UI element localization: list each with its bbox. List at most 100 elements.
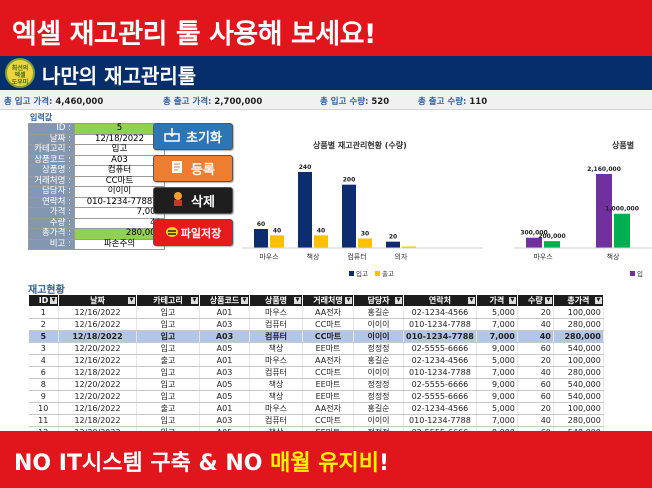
table-cell: A05 [199, 378, 250, 391]
column-header[interactable]: 카테고리 ▼ [136, 294, 200, 307]
table-cell: 540,000 [553, 342, 604, 355]
bar-data-label: 40 [317, 227, 325, 234]
form-field-input[interactable]: 280,000 [74, 228, 165, 240]
table-row[interactable]: 5 12/18/2022 입고 A03 컴퓨터 CC마트 이이이 010-1234-7788 7… [28, 330, 604, 343]
column-header[interactable]: 연락처 ▼ [403, 294, 477, 307]
form-label: ID : [28, 123, 75, 135]
table-row[interactable]: 1 12/16/2022 입고 A01 마우스 AA전자 홍길순 02-1234-4566 5,… [28, 306, 604, 319]
filter-dropdown-icon[interactable]: ▼ [544, 297, 552, 304]
bar-data-label: 300,000 [520, 230, 547, 237]
form-field-input[interactable]: 40 [74, 217, 165, 229]
filter-dropdown-icon[interactable]: ▼ [191, 297, 198, 304]
save-file-button[interactable]: 파일저장 [153, 219, 233, 246]
table-cell: A05 [199, 342, 250, 355]
form-label: 날짜 : [28, 133, 75, 145]
form-label: 비고 : [28, 238, 75, 250]
form-row: 상품명 : 컴퓨터 [28, 165, 165, 177]
inventory-table: ID ▼ 날짜 ▼ 카테고리 ▼ 상품코드 ▼ 상품명 ▼ 거래처명 ▼ 담당자 ▼ 연락처 ▼ 가격 ▼ 수량 ▼ 총… [28, 294, 604, 451]
table-row[interactable]: 9 12/20/2022 입고 A05 책상 EE마트 정정정 02-5555-6666 9,0… [28, 390, 604, 403]
column-header[interactable]: 상품코드 ▼ [199, 294, 250, 307]
table-cell: 12/16/2022 [58, 402, 137, 415]
bar-in [254, 229, 268, 248]
table-cell: 5,000 [476, 402, 518, 415]
filter-dropdown-icon[interactable]: ▼ [594, 297, 602, 304]
table-row[interactable]: 10 12/16/2022 출고 A01 마우스 AA전자 홍길순 02-1234-4566 5… [28, 402, 604, 415]
x-tick-label: 마우스 [533, 252, 553, 261]
form-field-input[interactable]: 12/18/2022 [74, 133, 165, 145]
table-row[interactable]: 6 12/18/2022 입고 A03 컴퓨터 CC마트 이이이 010-1234-7788 7… [28, 366, 604, 379]
column-header[interactable]: 수량 ▼ [516, 294, 554, 307]
form-field-input[interactable]: 파손주의 [74, 238, 165, 250]
table-cell: 02-5555-6666 [403, 390, 477, 403]
table-cell: 컴퓨터 [249, 414, 303, 427]
x-tick-label: 컴퓨터 [347, 252, 366, 261]
table-cell: 책상 [249, 390, 303, 403]
x-tick-label: 의자 [395, 252, 408, 261]
inventory-section-title: 재고현황 [28, 285, 65, 296]
column-header[interactable]: ID ▼ [28, 294, 59, 307]
table-cell: 마우스 [249, 402, 303, 415]
filter-dropdown-icon[interactable]: ▼ [395, 297, 402, 304]
table-cell: 02-1234-4566 [403, 354, 477, 367]
table-cell: 4 [28, 354, 59, 367]
table-cell: 40 [517, 318, 554, 331]
table-cell: 540,000 [553, 390, 604, 403]
table-cell: CC마트 [302, 318, 354, 331]
column-header[interactable]: 상품명 ▼ [249, 294, 303, 307]
trash-icon [171, 191, 185, 211]
table-cell: A03 [199, 318, 250, 331]
table-row[interactable]: 8 12/20/2022 입고 A05 책상 EE마트 정정정 02-5555-6666 9,0… [28, 378, 604, 391]
reset-button[interactable]: 초기화 [153, 123, 233, 150]
table-cell: 9,000 [476, 378, 518, 391]
form-field-input[interactable]: 컴퓨터 [74, 165, 165, 177]
filter-dropdown-icon[interactable]: ▼ [50, 297, 57, 304]
filter-dropdown-icon[interactable]: ▼ [241, 297, 248, 304]
price-chart-title: 상품별 [612, 141, 635, 150]
filter-dropdown-icon[interactable]: ▼ [128, 297, 135, 304]
table-cell: 홍길순 [353, 402, 404, 415]
table-cell: 책상 [249, 378, 303, 391]
table-cell: 9 [28, 390, 59, 403]
table-cell: 5,000 [476, 306, 518, 319]
table-cell: CC마트 [302, 366, 354, 379]
column-header[interactable]: 가격 ▼ [475, 294, 518, 307]
table-cell: EE마트 [302, 342, 354, 355]
register-button[interactable]: 등록 [153, 155, 233, 182]
table-row[interactable]: 2 12/16/2022 입고 A03 컴퓨터 CC마트 이이이 010-1234-7788 7… [28, 318, 604, 331]
table-cell: 이이이 [353, 414, 404, 427]
table-cell: 마우스 [249, 354, 303, 367]
table-row[interactable]: 4 12/16/2022 출고 A01 마우스 AA전자 홍길순 02-1234-4566 5,… [28, 354, 604, 367]
form-label: 거래처명 : [28, 175, 75, 187]
column-header[interactable]: 거래처명 ▼ [302, 294, 354, 307]
table-row[interactable]: 3 12/20/2022 입고 A05 책상 EE마트 정정정 02-5555-6666 9,0… [28, 342, 604, 355]
x-tick-label: 마우스 [259, 252, 279, 261]
column-header[interactable]: 총가격 ▼ [552, 294, 604, 307]
filter-dropdown-icon[interactable]: ▼ [345, 297, 352, 304]
form-field-input[interactable]: 입고 [74, 144, 165, 156]
column-header[interactable]: 담당자 ▼ [353, 294, 404, 307]
bar-out [270, 235, 284, 248]
form-field-input[interactable]: CC마트 [74, 175, 165, 187]
filter-dropdown-icon[interactable]: ▼ [294, 297, 301, 304]
form-field-input[interactable]: 010-1234-7788 [74, 196, 165, 208]
table-cell: 12/18/2022 [58, 414, 137, 427]
app-title: 나만의 재고관리툴 [42, 64, 197, 88]
table-cell: 40 [517, 366, 554, 379]
table-cell: 입고 [136, 414, 200, 427]
table-row[interactable]: 11 12/18/2022 입고 A03 컴퓨터 CC마트 이이이 010-1234-7788… [28, 414, 604, 427]
table-cell: 010-1234-7788 [403, 414, 477, 427]
column-header[interactable]: 날짜 ▼ [58, 294, 137, 307]
form-field-input[interactable]: 이이이 [74, 186, 165, 198]
form-field-input[interactable]: 7,000 [74, 207, 165, 219]
filter-dropdown-icon[interactable]: ▼ [508, 297, 516, 304]
form-field-input[interactable]: 5 [74, 123, 165, 135]
bar-data-label: 30 [361, 231, 369, 238]
form-field-input[interactable]: A03 [74, 154, 165, 166]
delete-button[interactable]: 삭제 [153, 187, 233, 214]
table-cell: 60 [517, 390, 554, 403]
form-label: 수량 : [28, 217, 75, 229]
summary-total-out-qty: 총 출고 수량: 110 [418, 97, 488, 107]
filter-dropdown-icon[interactable]: ▼ [467, 297, 475, 304]
table-cell: 5 [28, 330, 59, 343]
table-cell: 11 [28, 414, 59, 427]
